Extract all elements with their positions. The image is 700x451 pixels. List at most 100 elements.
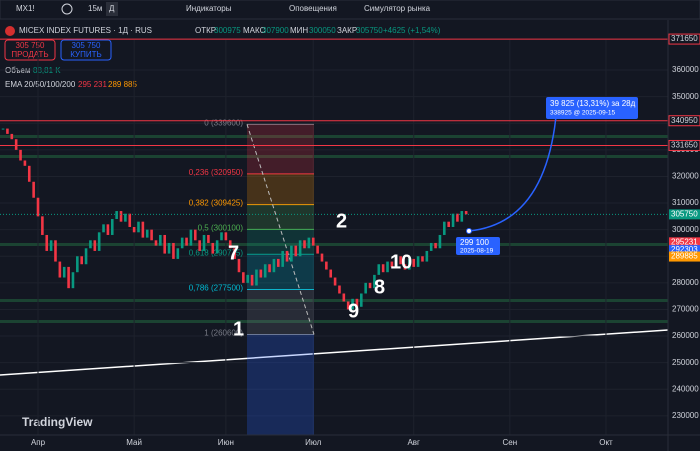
projection-sub: 338925 @ 2025-09-15 xyxy=(550,110,616,117)
candle xyxy=(97,232,101,251)
candle xyxy=(19,149,22,161)
y-tick-label: 230000 xyxy=(672,411,699,420)
candle xyxy=(373,274,376,289)
candle xyxy=(333,277,337,286)
candle xyxy=(464,211,468,215)
candle xyxy=(255,269,258,286)
fib-label: 0 (339600) xyxy=(204,118,243,127)
candle xyxy=(272,258,276,273)
open-label: ОТКР xyxy=(195,26,216,35)
projection-point xyxy=(466,228,472,234)
candle xyxy=(176,248,180,259)
toolbar xyxy=(0,0,700,20)
candle xyxy=(386,261,389,273)
fib-zone xyxy=(247,173,314,205)
y-tick-label: 350000 xyxy=(672,92,699,101)
zone xyxy=(0,243,668,246)
indicators[interactable]: Индикаторы xyxy=(186,4,232,13)
price-line-tag xyxy=(668,115,700,127)
candle xyxy=(259,269,263,278)
candle xyxy=(128,213,132,227)
close: 305750 xyxy=(356,26,383,35)
sell-price: 305 750 xyxy=(16,41,45,50)
candle xyxy=(412,258,416,267)
candle xyxy=(89,240,92,249)
candle xyxy=(45,234,49,251)
fib-lower-zone xyxy=(247,334,314,435)
y-tick-label: 360000 xyxy=(672,65,699,74)
buy-button[interactable] xyxy=(60,39,112,61)
candle xyxy=(416,256,420,267)
marker-label: 295231 xyxy=(671,237,698,246)
period-bg xyxy=(106,2,118,16)
candle xyxy=(93,240,97,251)
x-tick-label: Май xyxy=(126,438,142,447)
candle xyxy=(307,237,311,249)
candle xyxy=(185,237,188,246)
candle xyxy=(80,256,83,265)
add-symbol[interactable] xyxy=(61,3,73,15)
candle xyxy=(268,264,271,273)
simulator[interactable]: Симулятор рынка xyxy=(364,4,431,13)
candle xyxy=(443,221,446,235)
candle xyxy=(242,272,245,283)
candle xyxy=(228,240,232,249)
candle xyxy=(250,274,254,286)
marker-label: 305750 xyxy=(671,209,698,218)
x-tick-label: Июн xyxy=(218,438,234,447)
candle xyxy=(237,258,241,273)
candle xyxy=(338,285,341,294)
candle xyxy=(451,213,455,227)
sell-button[interactable] xyxy=(4,39,56,61)
fib-diagonal xyxy=(246,124,315,335)
flag xyxy=(5,26,15,36)
candle xyxy=(76,256,79,273)
candle xyxy=(215,240,219,254)
candle xyxy=(263,264,267,278)
candle xyxy=(115,211,118,220)
marker-label: 289885 xyxy=(671,252,698,261)
candle xyxy=(456,213,459,222)
candle xyxy=(346,301,350,310)
fib-label: 0,382 (309425) xyxy=(189,199,244,208)
marker-tag xyxy=(669,245,700,256)
candle xyxy=(141,221,145,238)
alerts[interactable]: Оповещения xyxy=(289,4,337,13)
candle xyxy=(36,197,40,217)
candle xyxy=(193,229,197,241)
candle xyxy=(403,264,407,270)
volume: 88,81 K xyxy=(33,66,61,75)
candle xyxy=(355,298,359,307)
change: +4625 (+1,54%) xyxy=(383,26,441,35)
candle xyxy=(119,211,123,222)
candle xyxy=(316,245,319,254)
interval[interactable]: 15м xyxy=(88,4,102,13)
x-tick-label: Окт xyxy=(599,438,613,447)
candle xyxy=(429,242,433,251)
candle xyxy=(325,261,328,270)
candle xyxy=(71,272,75,289)
x-tick-label: Апр xyxy=(31,438,46,447)
candle xyxy=(421,256,424,262)
candle xyxy=(281,250,284,267)
candle xyxy=(62,266,66,278)
candle xyxy=(224,232,228,241)
candle xyxy=(329,269,333,278)
y-tick-label: 240000 xyxy=(672,384,699,393)
zone xyxy=(0,320,668,323)
candle xyxy=(399,256,402,265)
y-tick-label: 300000 xyxy=(672,225,699,234)
annotation: 8 xyxy=(374,276,385,298)
fib-zone xyxy=(247,289,314,335)
y-tick-label: 280000 xyxy=(672,278,699,287)
candle xyxy=(41,216,44,235)
high-label: МАКС xyxy=(243,26,266,35)
candle xyxy=(303,240,306,249)
candle xyxy=(377,264,381,275)
annotation: 10 xyxy=(390,251,412,273)
period[interactable]: Д xyxy=(109,4,115,13)
candle xyxy=(10,133,14,140)
candle xyxy=(150,229,153,241)
symbol[interactable]: MX1! xyxy=(16,4,35,13)
